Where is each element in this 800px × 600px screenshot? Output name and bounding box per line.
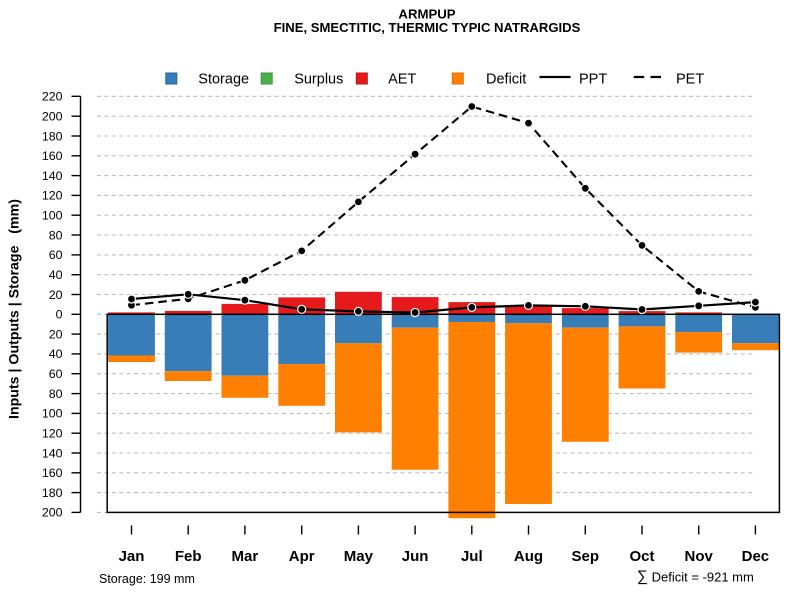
svg-text:80: 80 <box>49 228 63 242</box>
svg-text:160: 160 <box>42 149 63 163</box>
svg-text:PPT: PPT <box>579 72 607 88</box>
svg-text:PET: PET <box>676 72 704 88</box>
svg-text:60: 60 <box>49 367 63 381</box>
svg-text:Mar: Mar <box>232 548 259 565</box>
svg-text:Inputs | Outputs | Storage (: Inputs | Outputs | Storage (mm) <box>7 199 23 419</box>
svg-text:140: 140 <box>42 169 63 183</box>
svg-text:160: 160 <box>42 466 63 480</box>
svg-text:Jan: Jan <box>119 548 145 565</box>
svg-text:120: 120 <box>42 189 63 203</box>
svg-text:0: 0 <box>56 308 63 322</box>
svg-text:Apr: Apr <box>289 548 315 565</box>
svg-text:Jun: Jun <box>402 548 429 565</box>
svg-text:20: 20 <box>49 288 63 302</box>
svg-text:20: 20 <box>49 327 63 341</box>
svg-text:ARMPUP: ARMPUP <box>398 6 455 21</box>
svg-text:140: 140 <box>42 446 63 460</box>
svg-text:Deficit = -921 mm: Deficit = -921 mm <box>652 569 754 584</box>
svg-text:Nov: Nov <box>685 548 714 565</box>
svg-text:Oct: Oct <box>629 548 654 565</box>
svg-text:40: 40 <box>49 268 63 282</box>
svg-text:100: 100 <box>42 407 63 421</box>
svg-text:FINE, SMECTITIC, THERMIC TYPIC: FINE, SMECTITIC, THERMIC TYPIC NATRARGID… <box>274 20 581 35</box>
svg-text:200: 200 <box>42 506 63 520</box>
svg-text:Dec: Dec <box>742 548 770 565</box>
svg-text:Jul: Jul <box>461 548 483 565</box>
svg-text:Storage: Storage <box>198 72 249 88</box>
svg-text:May: May <box>344 548 374 565</box>
svg-text:40: 40 <box>49 347 63 361</box>
svg-text:AET: AET <box>388 72 416 88</box>
svg-text:Deficit: Deficit <box>486 72 526 88</box>
svg-text:180: 180 <box>42 486 63 500</box>
svg-text:Surplus: Surplus <box>294 72 343 88</box>
svg-text:220: 220 <box>42 90 63 104</box>
svg-text:200: 200 <box>42 110 63 124</box>
svg-text:Sep: Sep <box>572 548 600 565</box>
svg-text:∑: ∑ <box>637 568 648 585</box>
svg-text:60: 60 <box>49 248 63 262</box>
svg-text:Aug: Aug <box>514 548 543 565</box>
svg-text:Storage: 199 mm: Storage: 199 mm <box>99 572 195 586</box>
svg-text:80: 80 <box>49 387 63 401</box>
svg-text:100: 100 <box>42 209 63 223</box>
svg-text:180: 180 <box>42 129 63 143</box>
svg-text:120: 120 <box>42 427 63 441</box>
svg-text:Feb: Feb <box>175 548 202 565</box>
